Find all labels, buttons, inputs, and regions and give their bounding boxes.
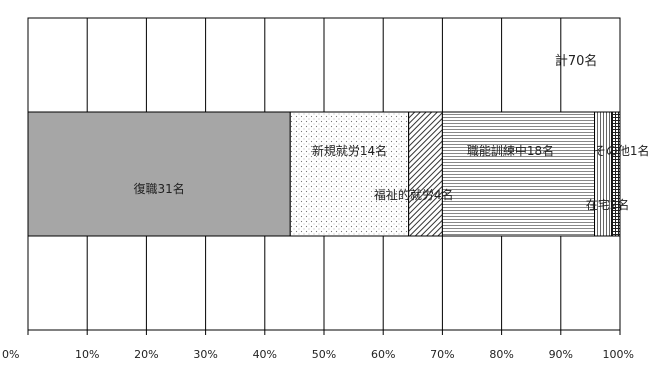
total-label: 計70名 <box>555 53 598 69</box>
bar-segment <box>611 111 621 237</box>
bar-data-label: 新規就労14名 <box>312 143 387 158</box>
x-tick-label: 100% <box>603 348 634 361</box>
bar-data-label: 復職31名 <box>133 181 184 196</box>
x-tick-label: 70% <box>430 348 454 361</box>
x-tick-label: 60% <box>371 348 395 361</box>
x-tick-label: 10% <box>75 348 99 361</box>
x-tick-label: 0% <box>2 348 19 361</box>
bar-data-label: 福祉的就労4名 <box>374 187 454 202</box>
x-tick-label: 40% <box>253 348 277 361</box>
bar-segment <box>27 111 291 237</box>
bar-data-label: 在宅2名 <box>586 197 630 212</box>
x-tick-label: 30% <box>193 348 217 361</box>
bar-data-label: 職能訓練中18名 <box>467 143 554 158</box>
x-tick-label: 20% <box>134 348 158 361</box>
x-tick-label: 80% <box>489 348 513 361</box>
bar-data-label: その他1名 <box>594 143 650 158</box>
bar-segment <box>594 111 613 237</box>
x-tick-label: 50% <box>312 348 336 361</box>
bar-segment <box>289 111 410 237</box>
x-tick-label: 90% <box>549 348 573 361</box>
bar-segment <box>441 111 596 237</box>
bar-segment <box>408 111 443 237</box>
